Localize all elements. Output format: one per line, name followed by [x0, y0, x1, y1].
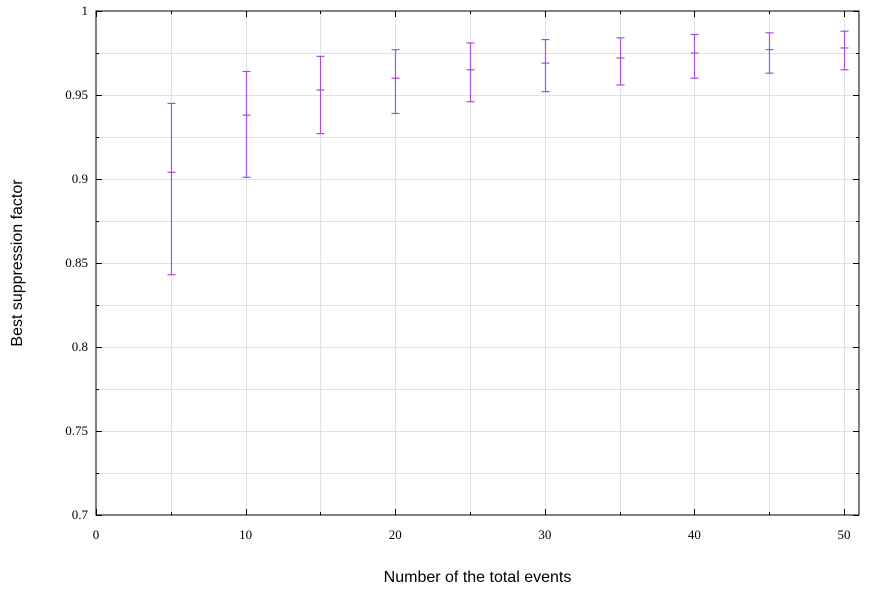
data-point: [316, 55, 325, 135]
data-point: [466, 42, 475, 103]
x-tick-label: 10: [239, 527, 252, 542]
data-series: [167, 30, 849, 276]
y-tick-label: 1: [82, 3, 89, 18]
y-tick-label: 0.75: [65, 423, 88, 438]
x-tick-label: 40: [688, 527, 701, 542]
y-tick-label: 0.95: [65, 87, 88, 102]
x-tick-label: 30: [538, 527, 551, 542]
data-point: [167, 102, 176, 276]
data-point: [242, 70, 251, 178]
y-axis-label: Best suppression factor: [9, 179, 26, 347]
y-tick-label: 0.7: [72, 507, 89, 522]
x-tick-labels: 0 10 20 30 40 50: [93, 527, 851, 542]
data-point: [616, 37, 625, 86]
y-tick-label: 0.85: [65, 255, 88, 270]
grid: [96, 11, 859, 515]
y-tick-label: 0.9: [72, 171, 88, 186]
data-point: [541, 38, 550, 93]
x-tick-label: 50: [838, 527, 851, 542]
ticks: [96, 11, 859, 516]
y-tick-label: 0.8: [72, 339, 88, 354]
y-tick-labels: 0.7 0.75 0.8 0.85 0.9 0.95 1: [65, 3, 88, 522]
x-axis-label: Number of the total events: [384, 569, 572, 586]
data-point: [391, 49, 400, 115]
data-point: [840, 30, 849, 71]
data-point: [765, 32, 774, 74]
x-tick-label: 0: [93, 527, 100, 542]
x-tick-label: 20: [389, 527, 402, 542]
data-point: [690, 33, 699, 79]
